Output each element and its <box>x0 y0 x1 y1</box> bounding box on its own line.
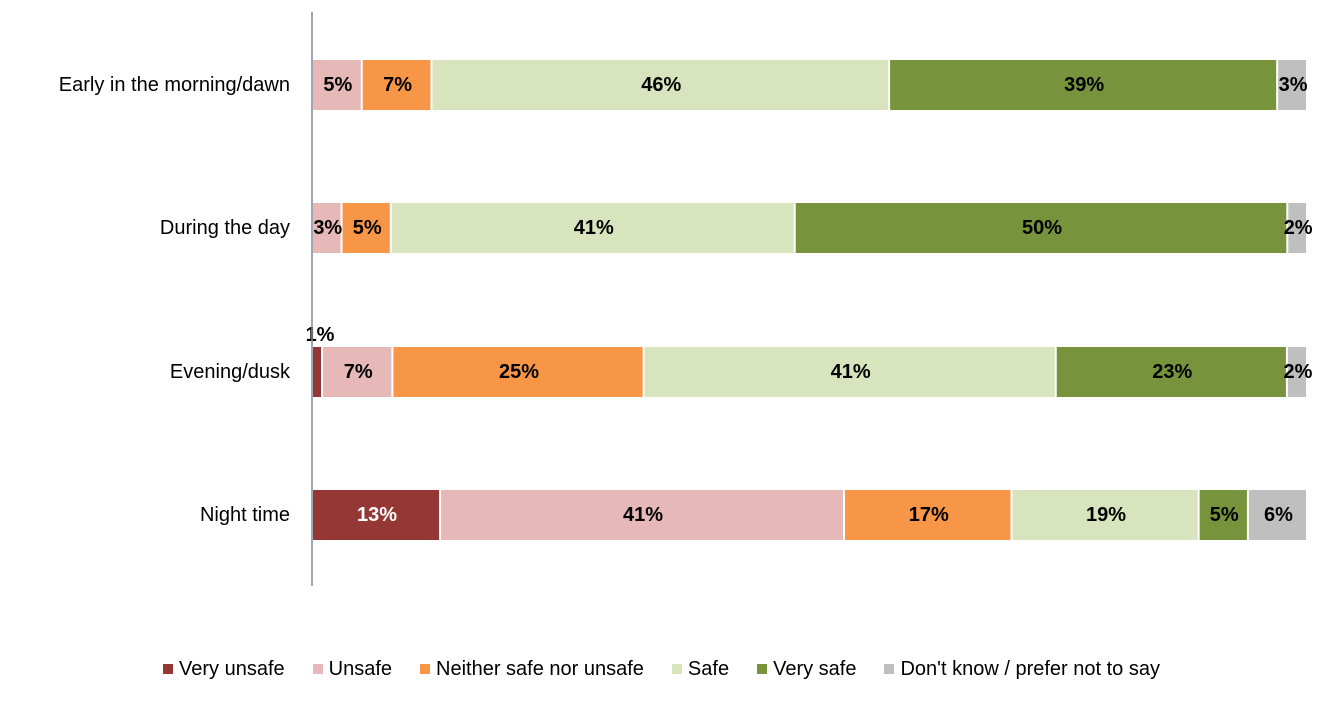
data-label: 2% <box>1283 361 1312 383</box>
bar-segment <box>432 60 889 110</box>
bar-segment <box>844 490 1011 540</box>
bar-segment <box>1248 490 1306 540</box>
legend-item: Safe <box>671 657 730 681</box>
data-label: 6% <box>1264 504 1293 526</box>
bar-segment <box>890 60 1277 110</box>
bar-segment <box>644 347 1055 397</box>
data-label: 3% <box>1279 74 1308 96</box>
data-label: 17% <box>909 504 949 526</box>
category-label: Evening/dusk <box>170 361 291 383</box>
bar-segment <box>393 347 643 397</box>
category-label: Night time <box>200 504 290 526</box>
legend-item: Neither safe nor unsafe <box>420 658 644 681</box>
category-labels: Early in the morning/dawn During the day E… <box>59 74 291 526</box>
bar-segment <box>362 60 431 110</box>
data-label: 7% <box>344 361 373 383</box>
data-label: 23% <box>1152 361 1192 383</box>
bar-segment <box>441 490 843 540</box>
legend-label: Safe <box>687 657 730 680</box>
legend-item: Unsafe <box>312 657 393 681</box>
data-label: 2% <box>1284 217 1313 239</box>
legend-item: Very unsafe <box>163 658 285 681</box>
data-label: 41% <box>831 361 871 383</box>
bar-segment <box>1056 347 1286 397</box>
legend-item: Don't know / prefer not to say <box>884 658 1160 681</box>
data-label: 5% <box>323 74 352 96</box>
data-label: 39% <box>1064 74 1104 96</box>
bar-segment <box>1287 347 1306 397</box>
bar-segment <box>795 203 1287 253</box>
bar-segment <box>1012 490 1198 540</box>
bar-segment <box>323 347 392 397</box>
data-label: 46% <box>641 74 681 96</box>
legend-swatch <box>312 664 323 674</box>
stacked-bar-chart: 5% 7% 46% 39% 3% 3% 5% 41% 50% 2% 1% 7% 25% 41% 23% 2% 1… <box>59 12 1313 586</box>
data-label: 41% <box>623 504 663 526</box>
legend-item: Very safe <box>757 658 856 681</box>
legend-label: Neither safe nor unsafe <box>436 657 644 680</box>
bar-segment <box>1278 60 1306 110</box>
bar-segment <box>313 60 361 110</box>
legend-label: Very unsafe <box>179 657 285 680</box>
category-label: Early in the morning/dawn <box>59 74 290 96</box>
bar-segment <box>313 490 440 540</box>
data-label: 5% <box>1210 504 1239 526</box>
legend-swatch <box>884 664 895 674</box>
data-label: 5% <box>353 217 382 239</box>
data-label: 41% <box>574 217 614 239</box>
data-label: 13% <box>357 504 397 526</box>
legend-swatch <box>420 664 431 674</box>
legend-label: Very safe <box>773 657 857 680</box>
bar-segment <box>1288 203 1306 253</box>
legend-label: Unsafe <box>328 657 393 680</box>
bar-segment <box>391 203 794 253</box>
data-label: 7% <box>383 74 412 96</box>
legend-swatch <box>671 664 682 674</box>
legend: Very unsafe Unsafe Neither safe nor unsafe… <box>0 652 1323 686</box>
category-label: During the day <box>160 217 290 239</box>
bar-segment <box>313 203 341 253</box>
legend-swatch <box>757 664 768 674</box>
data-label: 50% <box>1022 217 1062 239</box>
bar-segment <box>313 347 322 397</box>
data-label: 3% <box>313 217 342 239</box>
data-label: 19% <box>1086 504 1126 526</box>
data-label: 25% <box>499 361 539 383</box>
legend-label: Don't know / prefer not to say <box>900 657 1160 680</box>
legend-swatch <box>163 664 174 674</box>
bar-segment <box>1199 490 1247 540</box>
bars-group: 5% 7% 46% 39% 3% 3% 5% 41% 50% 2% 1% 7% 25% 41% 23% 2% 1… <box>306 60 1313 540</box>
data-label: 1% <box>306 324 335 346</box>
bar-segment <box>342 203 390 253</box>
